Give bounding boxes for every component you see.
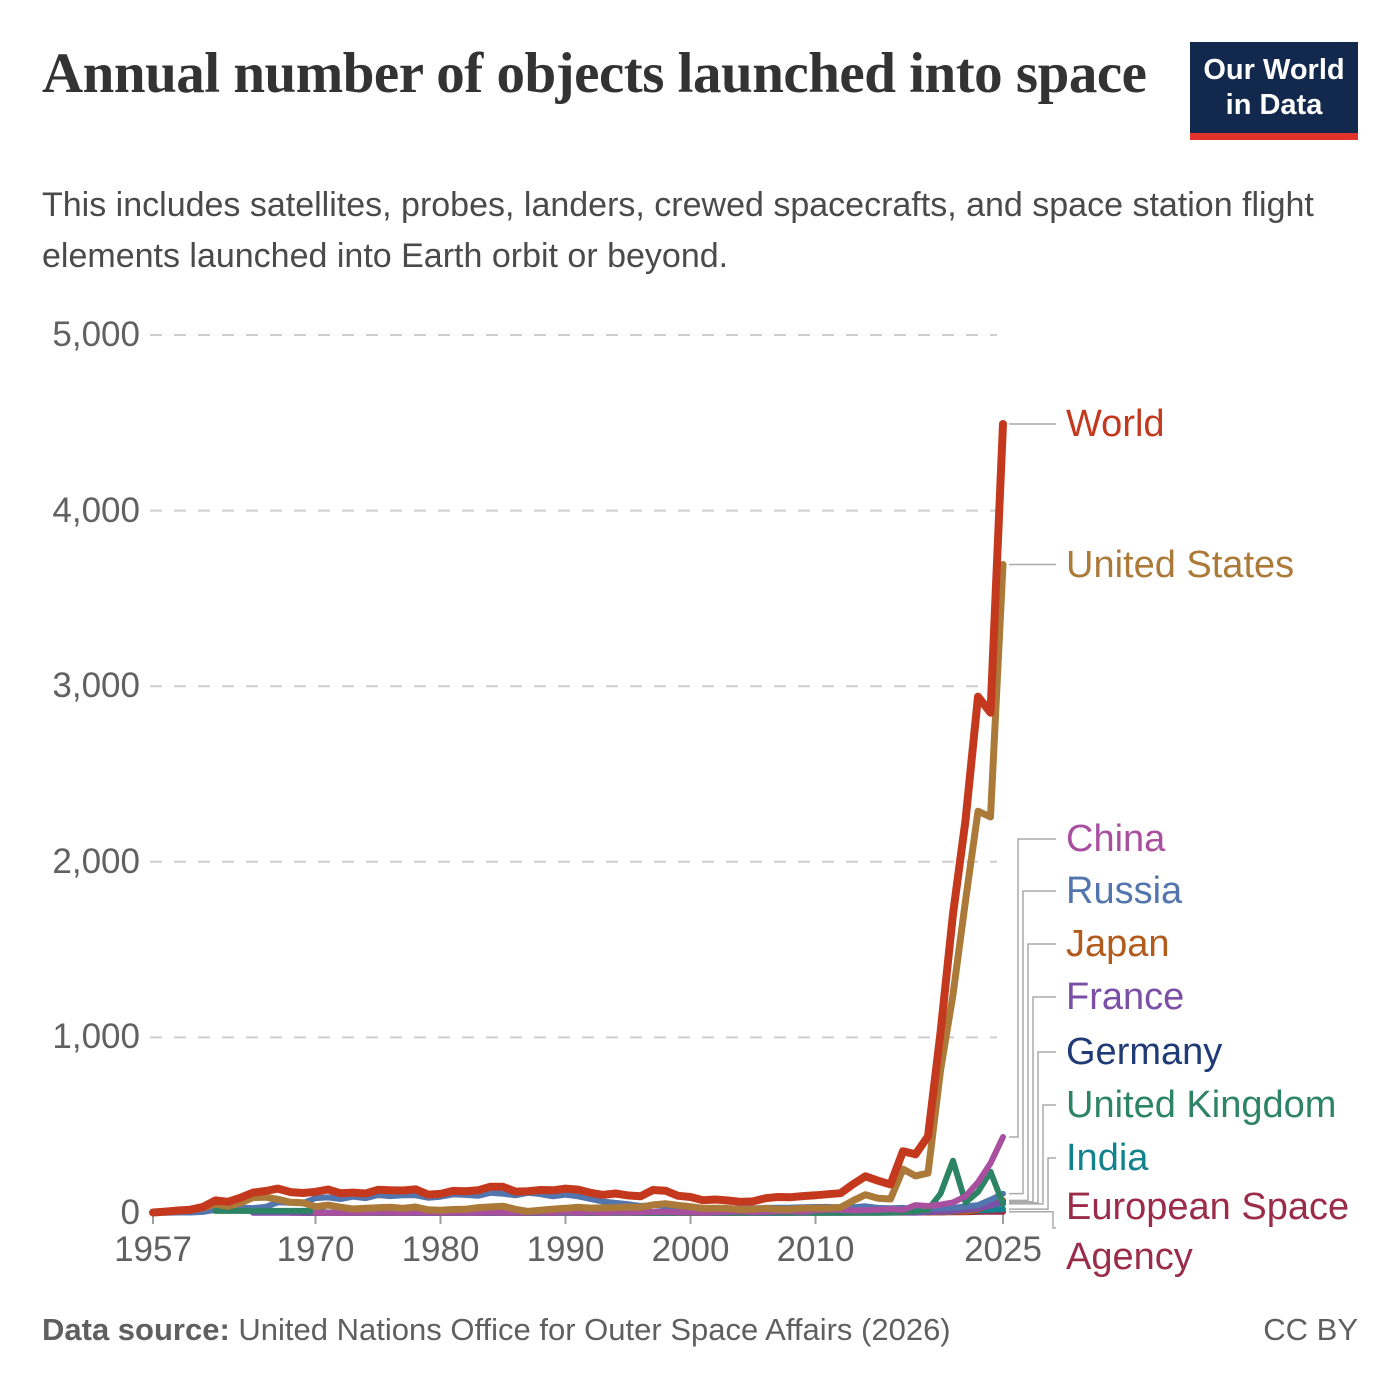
legend-connector (1009, 1104, 1056, 1205)
page-subtitle: This includes satellites, probes, lander… (42, 186, 1314, 275)
x-axis-tick-label: 2010 (776, 1230, 855, 1269)
x-axis-tick-label: 1957 (114, 1230, 192, 1269)
series-label-france: France (1066, 976, 1185, 1018)
legend-connector (1009, 996, 1056, 1203)
x-axis-tick-label: 2025 (964, 1230, 1042, 1269)
y-axis-tick-label: 4,000 (52, 490, 140, 530)
series-label-china: China (1066, 818, 1166, 860)
series-label-united-states: United States (1066, 543, 1295, 586)
legend-connector (1009, 1157, 1056, 1210)
y-axis-tick-label: 5,000 (52, 315, 140, 354)
y-axis-tick-label: 3,000 (52, 666, 140, 706)
data-source: Data source: United Nations Office for O… (42, 1312, 951, 1347)
legend-connector (1009, 1051, 1056, 1204)
chart-footer: Data source: United Nations Office for O… (42, 1312, 1358, 1348)
y-axis-tick-label: 2,000 (52, 841, 140, 881)
owid-logo[interactable]: Our World in Data (1190, 42, 1358, 140)
x-axis-tick-label: 1980 (401, 1230, 480, 1269)
series-label-india: India (1066, 1137, 1149, 1179)
x-axis-tick-label: 1990 (526, 1230, 605, 1269)
series-label-european-space-agency: European Space Agency (1066, 1186, 1350, 1278)
owid-logo-line2: in Data (1225, 88, 1323, 121)
owid-logo-accent-strip (1190, 133, 1358, 140)
series-label-russia: Russia (1066, 870, 1183, 912)
x-axis-tick-label: 2000 (651, 1230, 730, 1269)
legend-connector (1009, 1211, 1056, 1229)
series-label-united-kingdom: United Kingdom (1066, 1084, 1337, 1126)
series-line-united-states (162, 561, 1007, 1216)
data-source-text: United Nations Office for Outer Space Af… (238, 1312, 951, 1347)
legend-connector (1009, 890, 1056, 1195)
legend-connector (1009, 838, 1056, 1138)
page-title: Annual number of objects launched into s… (42, 42, 1147, 105)
y-axis-tick-label: 0 (120, 1193, 140, 1232)
data-source-label: Data source: (42, 1312, 230, 1347)
license-link[interactable]: CC BY (1263, 1312, 1358, 1347)
series-label-germany: Germany (1066, 1031, 1223, 1073)
y-axis-tick-label: 1,000 (52, 1017, 140, 1057)
x-axis-tick-label: 1970 (276, 1230, 355, 1269)
series-label-world: World (1066, 403, 1165, 446)
series-line-world (149, 420, 1007, 1217)
owid-logo-line1: Our World (1203, 53, 1345, 86)
legend-connector (1009, 943, 1056, 1202)
series-label-japan: Japan (1066, 923, 1170, 965)
